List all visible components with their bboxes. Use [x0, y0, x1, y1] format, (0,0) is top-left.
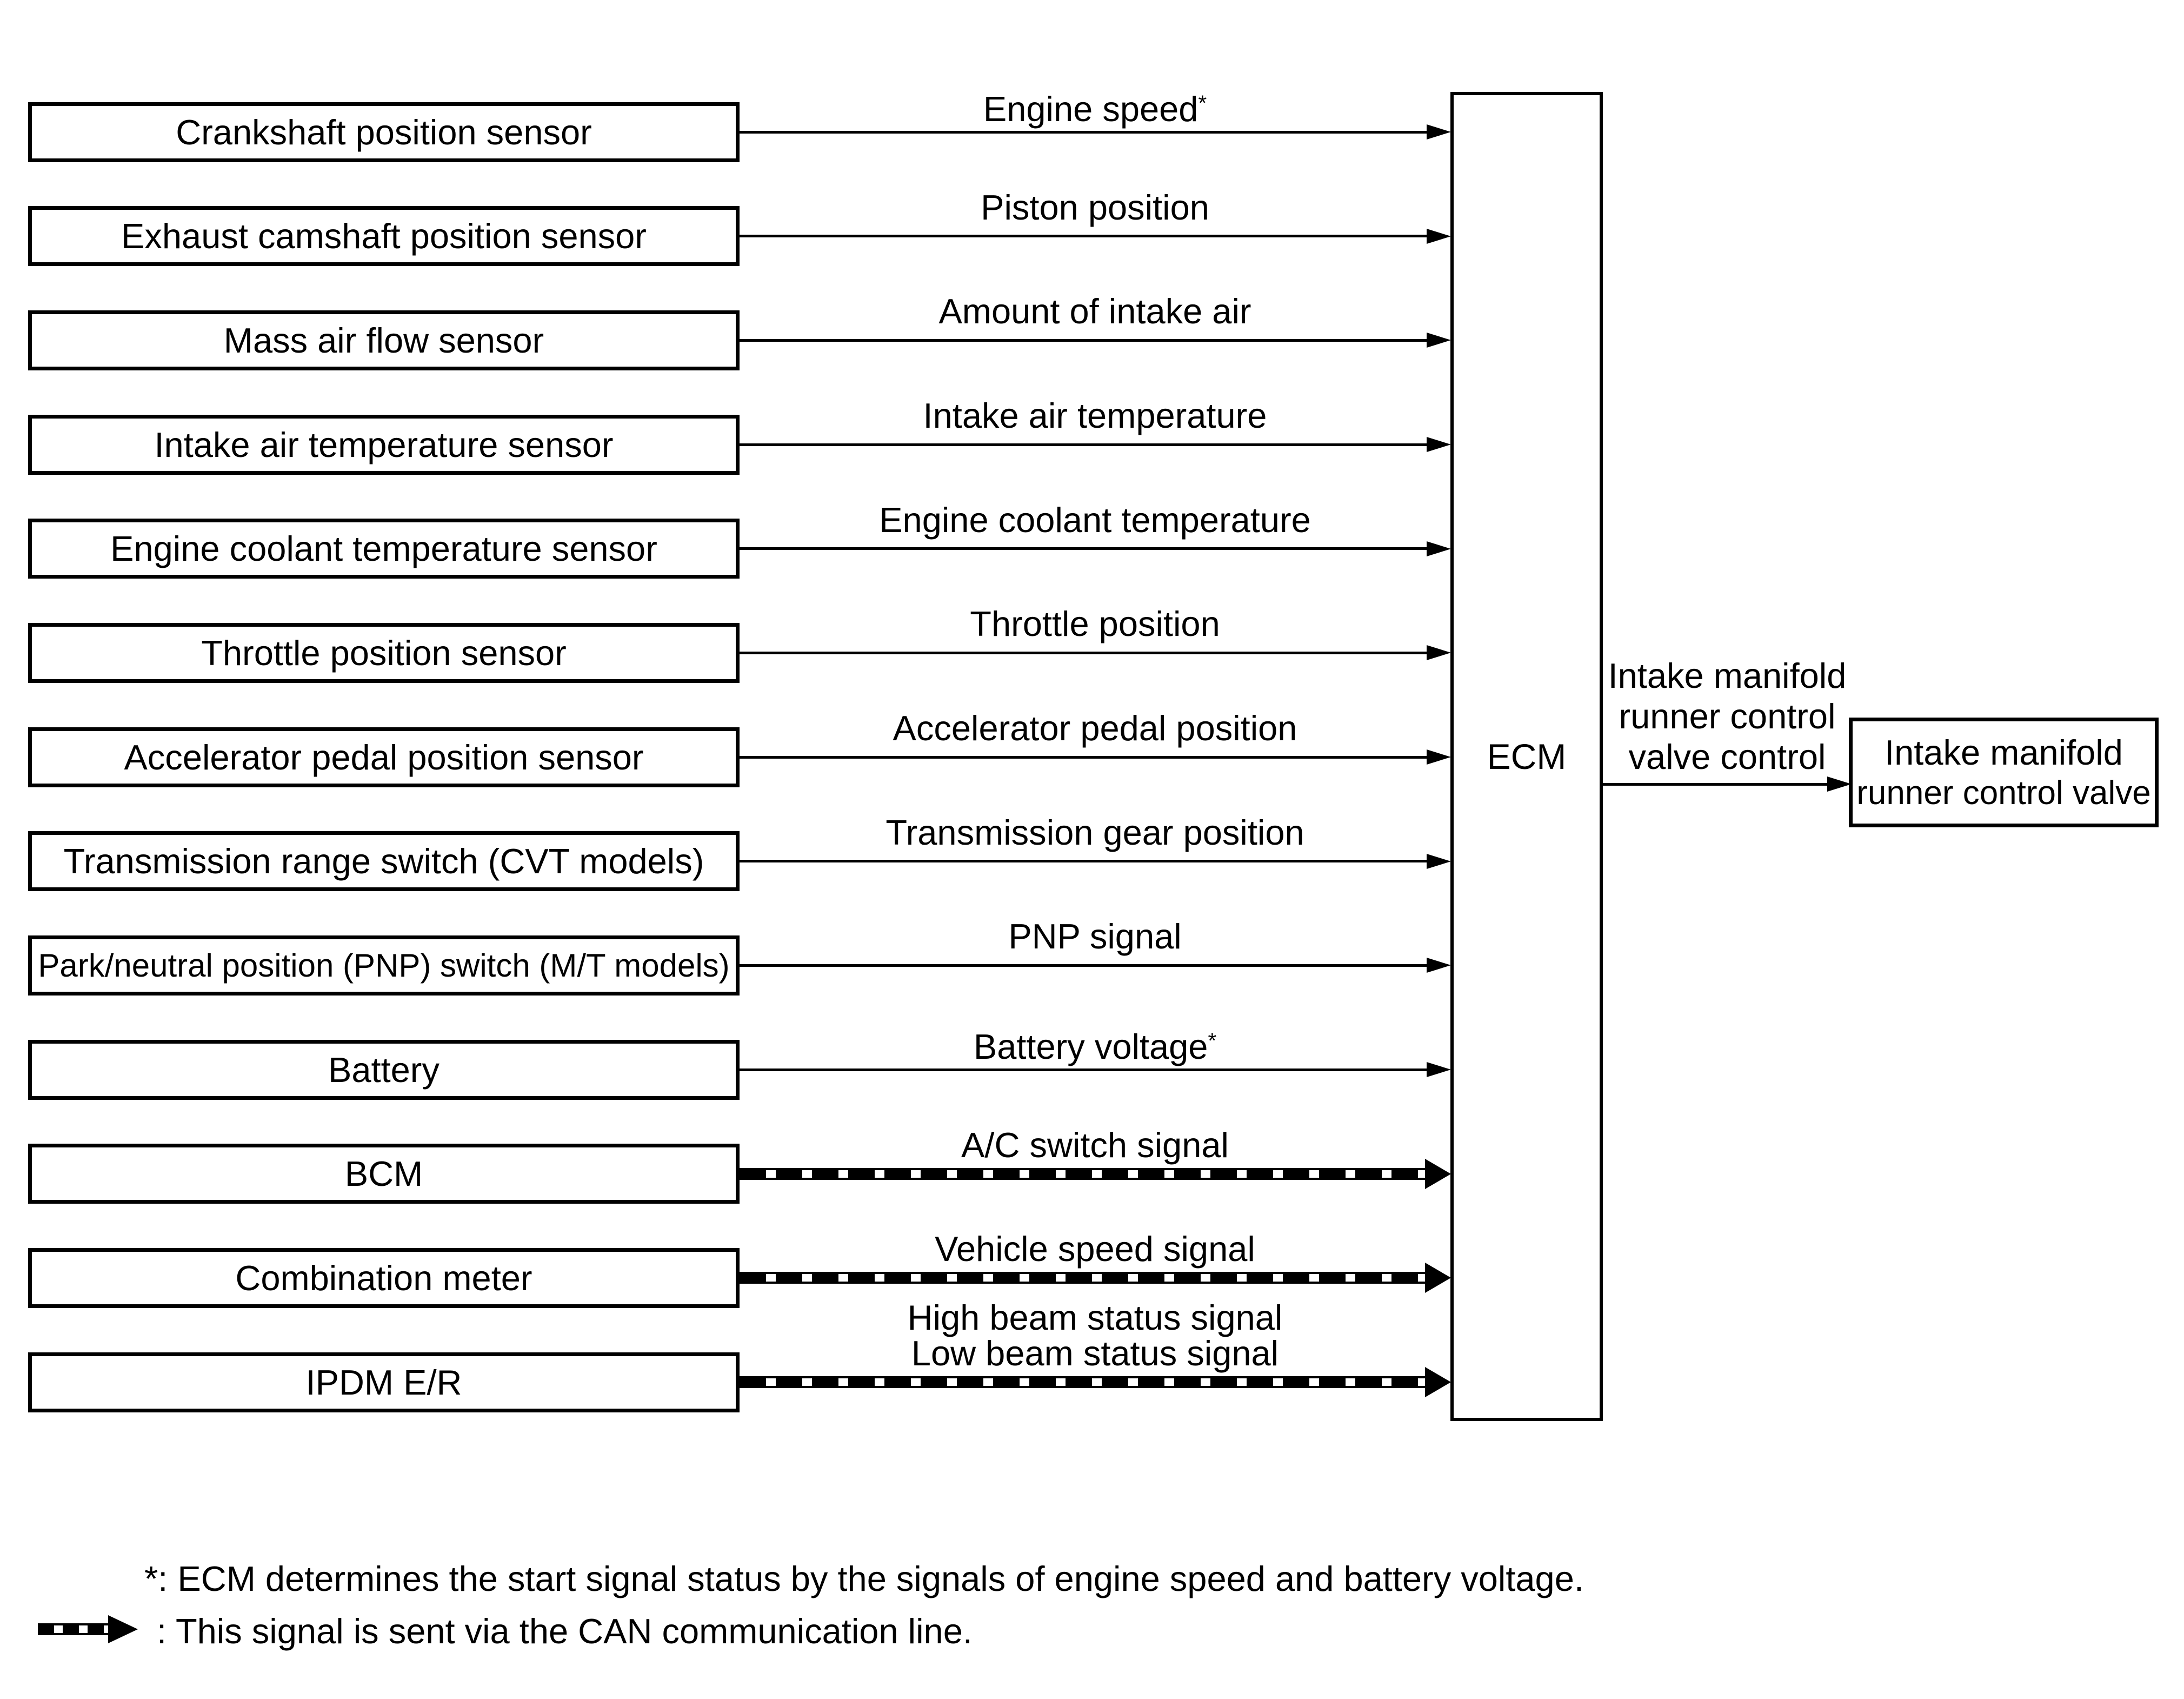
- signal-label-line: Piston position: [981, 187, 1209, 227]
- can-signal-line: [740, 1272, 1425, 1284]
- ecm-box: ECM: [1450, 92, 1603, 1421]
- can-signal-line: [740, 1167, 1425, 1180]
- signal-arrowhead-icon: [1427, 645, 1451, 661]
- signal-label-line: Accelerator pedal position: [893, 708, 1297, 748]
- signal-arrowhead-icon: [1427, 958, 1451, 973]
- signal-label: Accelerator pedal position: [740, 711, 1450, 746]
- signal-label-line: Battery voltage*: [973, 1027, 1217, 1067]
- signal-label: PNP signal: [740, 919, 1450, 954]
- sensor-box-label: Intake air temperature sensor: [154, 424, 614, 464]
- signal-label: A/C switch signal: [740, 1127, 1450, 1163]
- sensor-box: Mass air flow sensor: [28, 310, 740, 370]
- sensor-box-label: Engine coolant temperature sensor: [110, 529, 657, 569]
- can-signal-arrowhead-icon: [1425, 1158, 1451, 1189]
- signal-label-line: A/C switch signal: [961, 1125, 1229, 1165]
- signal-arrowhead-icon: [1427, 749, 1451, 765]
- signal-label: Vehicle speed signal: [740, 1231, 1450, 1267]
- valve-box-label-line: runner control valve: [1856, 774, 2151, 812]
- signal-label-line: Engine speed*: [983, 89, 1207, 129]
- output-arrowhead-icon: [1827, 777, 1852, 792]
- sensor-box-label: Transmission range switch (CVT models): [63, 841, 704, 881]
- can-signal-line: [740, 1376, 1425, 1388]
- signal-line: [740, 651, 1430, 654]
- signal-arrowhead-icon: [1427, 228, 1451, 244]
- signal-line: [740, 339, 1430, 342]
- signal-label: Amount of intake air: [740, 294, 1450, 329]
- sensor-box: Accelerator pedal position sensor: [28, 727, 740, 787]
- footnote-can-legend: : This signal is sent via the CAN commun…: [157, 1611, 973, 1651]
- imrc-control-label-line: runner control: [1619, 696, 1836, 736]
- signal-label: Engine speed*: [740, 85, 1450, 127]
- sensor-box-label: Battery: [328, 1050, 440, 1090]
- sensor-box: IPDM E/R: [28, 1352, 740, 1412]
- signal-line: [740, 1068, 1430, 1071]
- signal-arrowhead-icon: [1427, 1062, 1451, 1077]
- sensor-box: BCM: [28, 1144, 740, 1204]
- signal-label-line: Transmission gear position: [885, 812, 1304, 852]
- sensor-box-label: Accelerator pedal position sensor: [124, 737, 644, 777]
- signal-label: Piston position: [740, 187, 1450, 227]
- output-signal-line: [1603, 783, 1828, 786]
- signal-line: [740, 130, 1430, 134]
- sensor-box: Crankshaft position sensor: [28, 102, 740, 162]
- footnote-asterisk: *: ECM determines the start signal statu…: [144, 1559, 1584, 1598]
- sensor-box-label: Combination meter: [235, 1258, 532, 1298]
- sensor-box: Throttle position sensor: [28, 622, 740, 683]
- valve-box-label-line: Intake manifold: [1885, 732, 2123, 772]
- sensor-box: Engine coolant temperature sensor: [28, 519, 740, 579]
- sensor-box: Combination meter: [28, 1247, 740, 1308]
- signal-line: [740, 547, 1430, 550]
- sensor-box: Exhaust camshaft position sensor: [28, 206, 740, 267]
- signal-line: [740, 443, 1430, 446]
- signal-label-line: Engine coolant temperature: [879, 500, 1311, 540]
- sensor-box-label: Exhaust camshaft position sensor: [121, 216, 647, 256]
- signal-label: Intake air temperature: [740, 398, 1450, 434]
- signal-label: Throttle position: [740, 606, 1450, 642]
- sensor-box: Battery: [28, 1039, 740, 1100]
- signal-label: High beam status signal Low beam status s…: [740, 1300, 1450, 1371]
- signal-label-line: Low beam status signal: [911, 1333, 1279, 1373]
- signal-line: [740, 235, 1430, 238]
- signal-arrowhead-icon: [1427, 541, 1451, 556]
- signal-arrowhead-icon: [1427, 124, 1451, 140]
- sensor-box-label: Crankshaft position sensor: [176, 112, 592, 152]
- can-signal-arrowhead-icon: [1425, 1367, 1451, 1397]
- can-arrow-icon: [38, 1623, 109, 1635]
- signal-label-line: Vehicle speed signal: [935, 1229, 1255, 1269]
- signal-line: [740, 964, 1430, 967]
- sensor-box-label: IPDM E/R: [305, 1362, 462, 1402]
- signal-label-line: Intake air temperature: [923, 396, 1267, 435]
- sensor-box-label: Throttle position sensor: [201, 633, 567, 673]
- signal-arrowhead-icon: [1427, 333, 1451, 348]
- asterisk-marker: *: [1208, 1028, 1217, 1053]
- sensor-box-label: Mass air flow sensor: [223, 320, 544, 360]
- sensor-box: Park/neutral position (PNP) switch (M/T …: [28, 935, 740, 995]
- sensor-box: Intake air temperature sensor: [28, 414, 740, 475]
- signal-line: [740, 755, 1430, 759]
- signal-arrowhead-icon: [1427, 853, 1451, 869]
- sensor-box-label: BCM: [344, 1154, 423, 1194]
- signal-label-line: PNP signal: [1008, 917, 1182, 957]
- signal-label: Transmission gear position: [740, 812, 1450, 852]
- can-signal-arrowhead-icon: [1425, 1263, 1451, 1293]
- signal-label-line: Throttle position: [970, 604, 1220, 644]
- can-arrowhead-icon: [108, 1615, 138, 1643]
- sensor-box: Transmission range switch (CVT models): [28, 831, 740, 892]
- signal-label: Engine coolant temperature: [740, 502, 1450, 538]
- signal-label: Battery voltage*: [740, 1023, 1450, 1065]
- signal-arrowhead-icon: [1427, 437, 1451, 452]
- sensor-box-label: Park/neutral position (PNP) switch (M/T …: [38, 947, 730, 984]
- signal-line: [740, 860, 1430, 863]
- asterisk-marker: *: [1198, 91, 1207, 115]
- imrc-control-label-line: valve control: [1628, 737, 1826, 777]
- imrc-control-label-line: Intake manifold: [1608, 656, 1847, 695]
- imrc-control-label: Intake manifold runner control valve contr…: [1603, 655, 1852, 777]
- intake-manifold-runner-control-valve-box: Intake manifold runner control valve: [1849, 718, 2159, 827]
- signal-label-line: Amount of intake air: [938, 291, 1251, 331]
- signal-label-line: High beam status signal: [907, 1298, 1283, 1337]
- ecm-label: ECM: [1487, 736, 1567, 777]
